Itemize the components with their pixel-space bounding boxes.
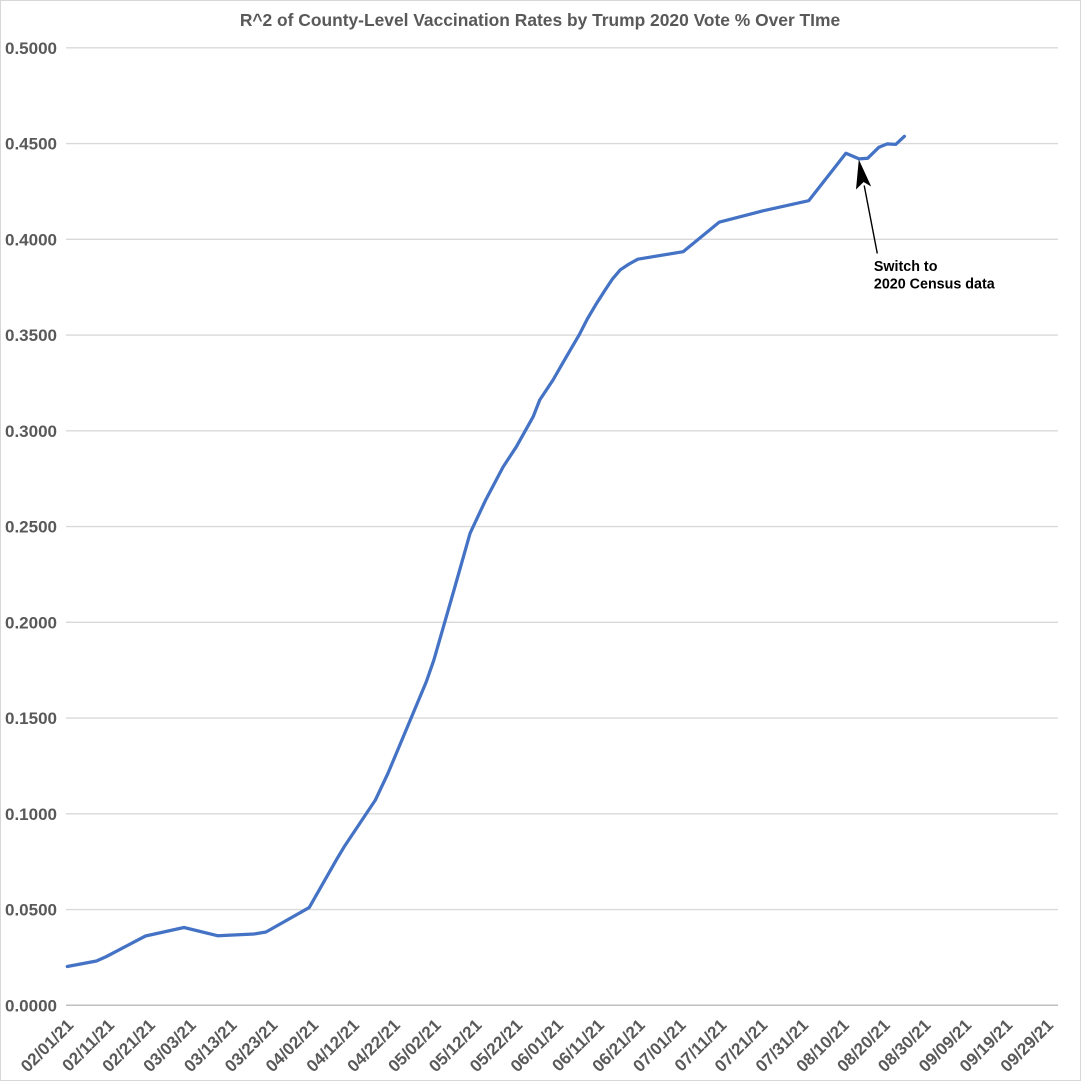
svg-text:0.4500: 0.4500 — [5, 135, 57, 154]
svg-text:R^2 of County-Level Vaccinatio: R^2 of County-Level Vaccination Rates by… — [240, 10, 841, 30]
svg-text:0.2000: 0.2000 — [5, 613, 57, 632]
svg-text:0.1000: 0.1000 — [5, 805, 57, 824]
svg-text:0.3000: 0.3000 — [5, 422, 57, 441]
svg-text:0.0000: 0.0000 — [5, 996, 57, 1015]
svg-text:2020 Census data: 2020 Census data — [874, 277, 996, 293]
svg-text:Switch to: Switch to — [874, 259, 938, 275]
svg-text:0.1500: 0.1500 — [5, 709, 57, 728]
svg-text:0.3500: 0.3500 — [5, 326, 57, 345]
svg-text:0.0500: 0.0500 — [5, 901, 57, 920]
svg-text:0.4000: 0.4000 — [5, 230, 57, 249]
svg-text:0.2500: 0.2500 — [5, 518, 57, 537]
svg-text:0.5000: 0.5000 — [5, 39, 57, 58]
